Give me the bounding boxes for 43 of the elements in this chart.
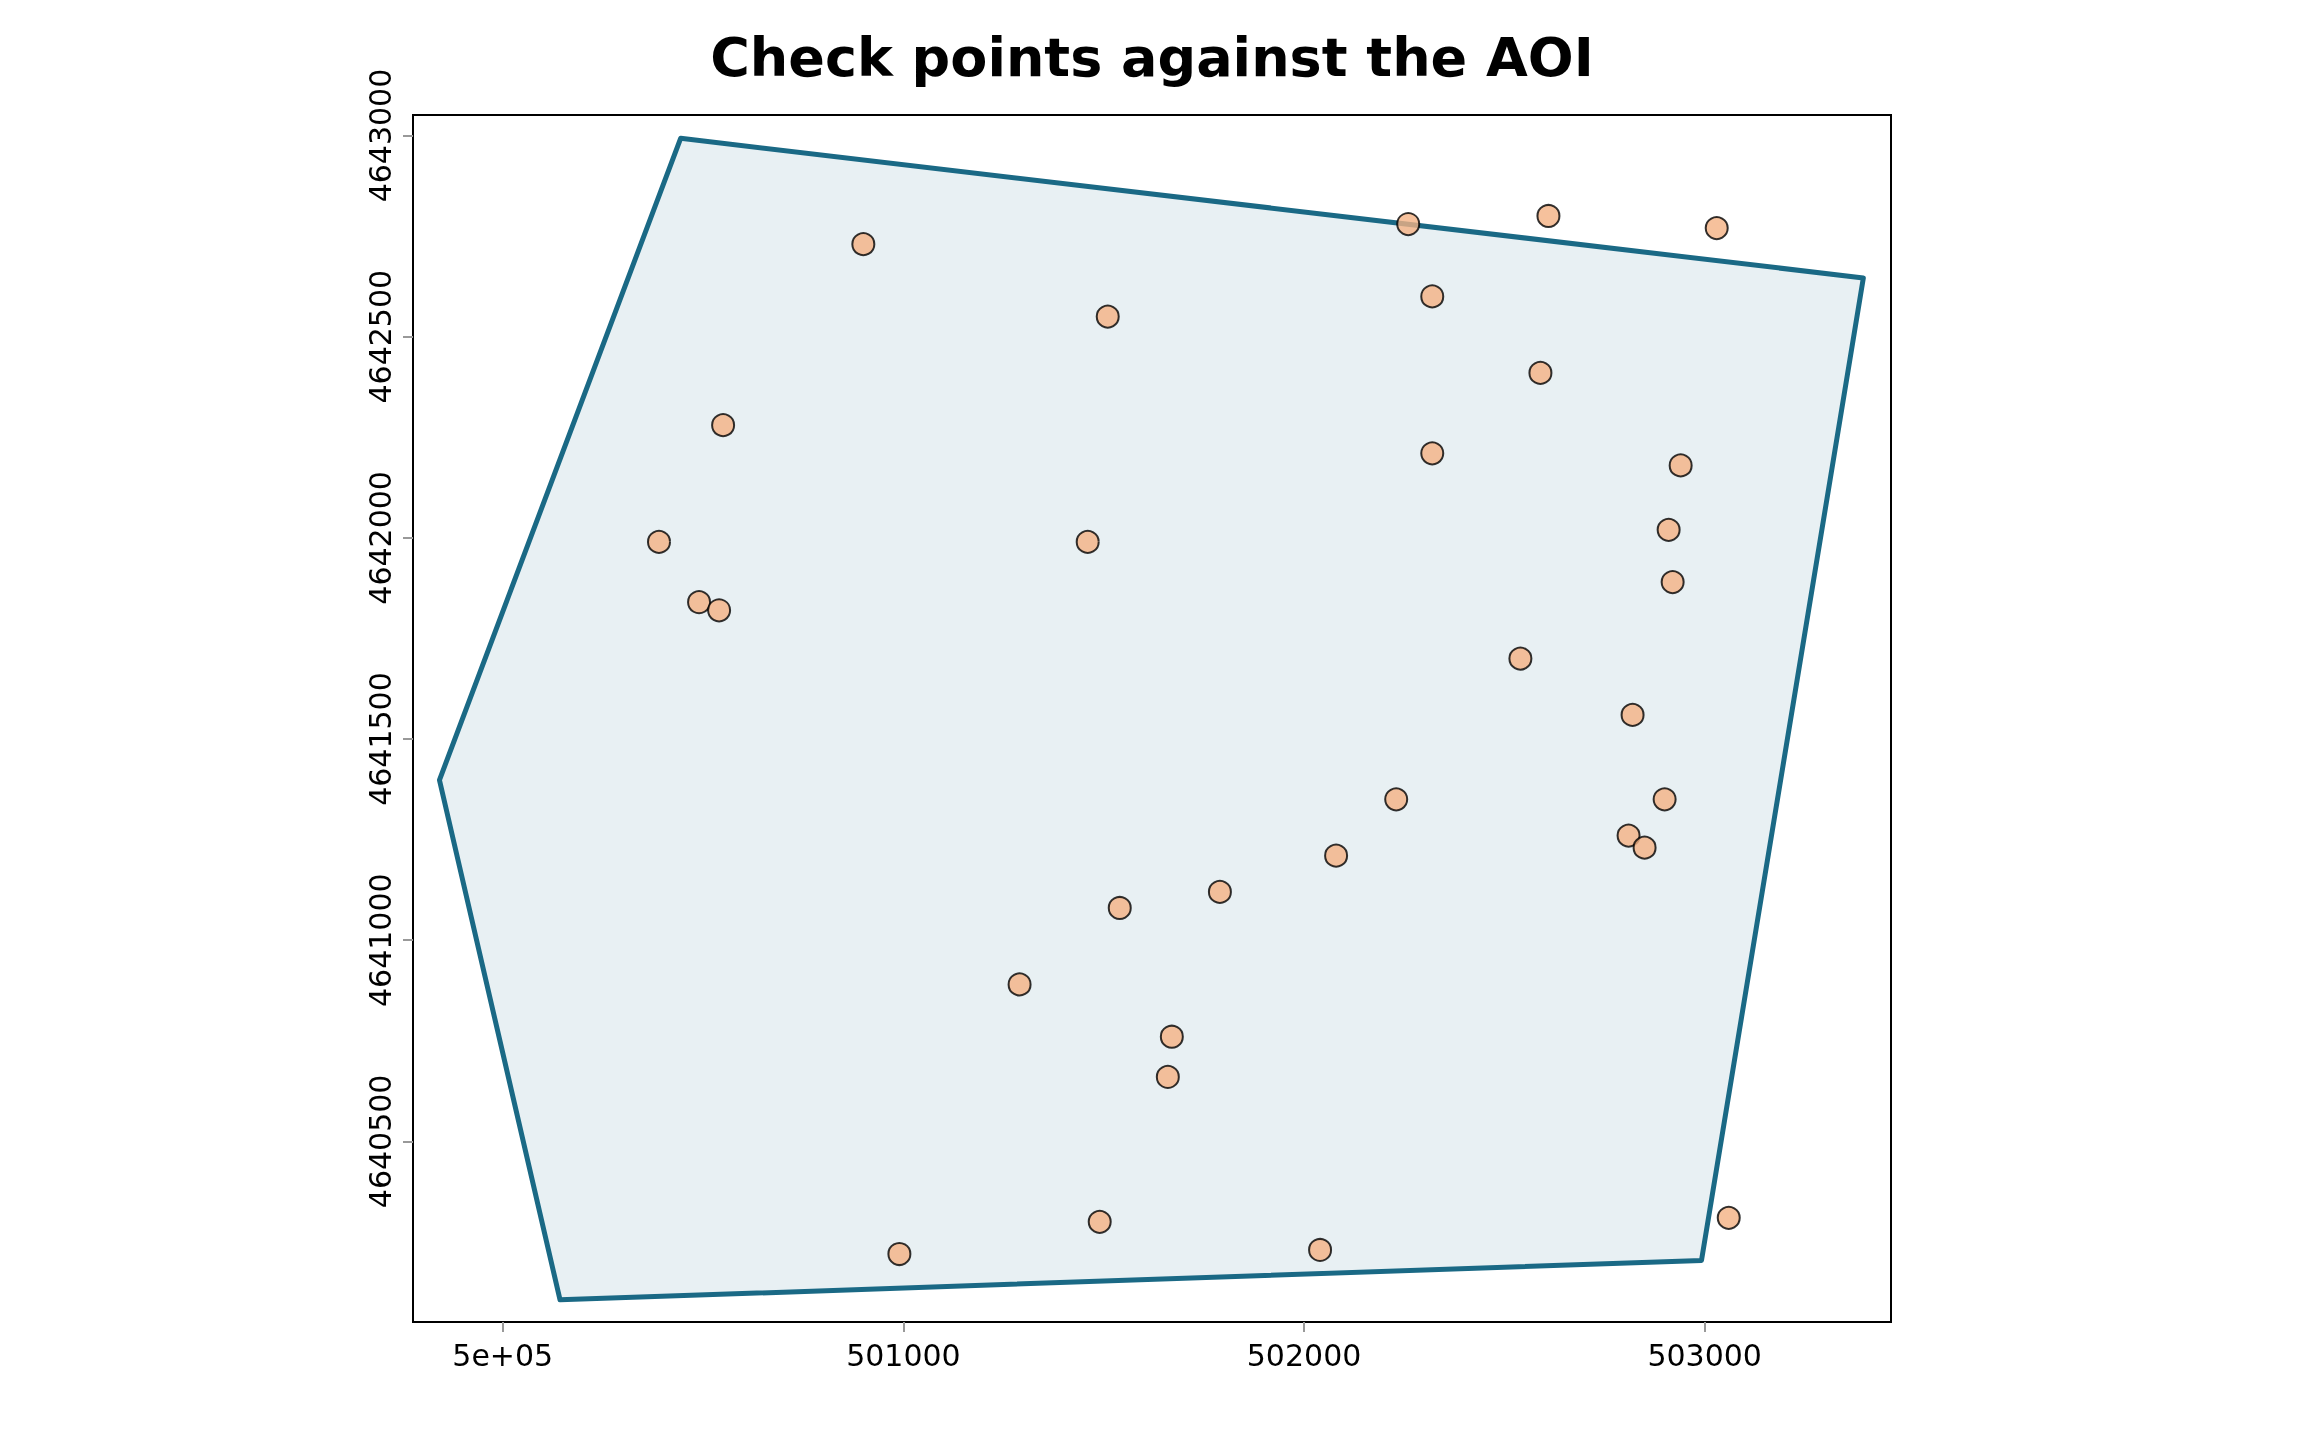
point — [687, 590, 712, 615]
point — [1652, 787, 1677, 812]
point — [1716, 1205, 1741, 1230]
y-tick-label: 4641000 — [362, 873, 398, 1007]
point — [1107, 896, 1132, 920]
y-tick-label: 4642000 — [362, 471, 398, 605]
point — [1420, 284, 1445, 309]
point — [1668, 453, 1693, 478]
point — [1616, 823, 1641, 848]
point — [1508, 646, 1533, 671]
point — [1384, 787, 1409, 812]
chart-title: Check points against the AOI — [710, 25, 1594, 89]
y-tick-label: 4643000 — [362, 68, 398, 203]
point — [1308, 1237, 1333, 1262]
point — [711, 413, 736, 438]
x-tick-label: 503000 — [1647, 1337, 1762, 1373]
point — [851, 232, 876, 257]
y-tick-label: 4641500 — [362, 672, 398, 806]
point — [1620, 702, 1645, 727]
point — [887, 1242, 912, 1266]
point — [1536, 203, 1561, 228]
point — [1159, 1024, 1184, 1049]
point — [1324, 843, 1349, 868]
point — [1656, 517, 1681, 542]
point — [707, 598, 732, 623]
point — [1420, 441, 1445, 466]
y-tick-label: 4640500 — [362, 1074, 398, 1209]
point — [1528, 360, 1553, 385]
point — [1207, 879, 1232, 904]
point — [1632, 835, 1657, 860]
point — [1704, 216, 1729, 241]
point — [1007, 972, 1032, 997]
point — [1095, 304, 1120, 329]
x-tick-label: 501000 — [846, 1337, 961, 1373]
x-tick-label: 502000 — [1246, 1337, 1362, 1373]
point — [1396, 212, 1421, 237]
x-tick-label: 5e+05 — [452, 1337, 554, 1373]
point — [647, 529, 671, 554]
point — [1087, 1209, 1112, 1234]
point — [1075, 529, 1100, 554]
point — [1155, 1064, 1180, 1089]
point — [1660, 570, 1685, 595]
y-tick-label: 4642500 — [362, 269, 398, 404]
